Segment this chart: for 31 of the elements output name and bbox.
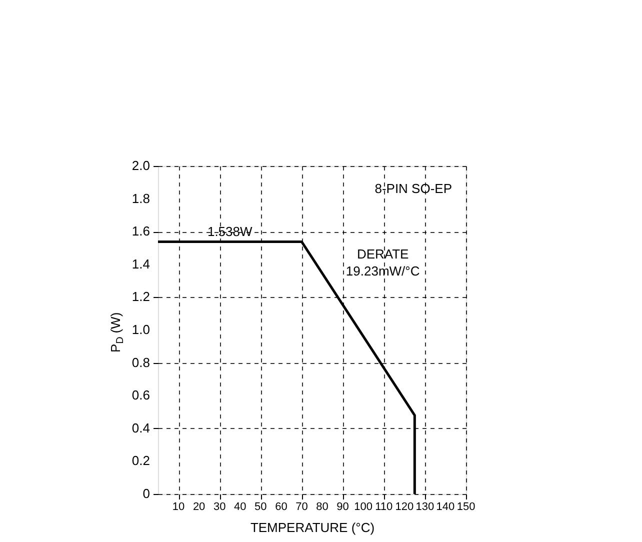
y-tick-label: 0.8 — [132, 354, 150, 370]
x-tick-label: 120 — [395, 501, 414, 513]
y-tick-label: 0.4 — [132, 420, 150, 436]
x-tick-label: 40 — [234, 501, 246, 513]
x-tick-label: 80 — [316, 501, 328, 513]
annotation: 1.538W — [207, 224, 253, 239]
y-tick-label: 0.6 — [132, 388, 150, 403]
annotation: DERATE 19.23mW/°C — [346, 246, 420, 279]
y-tick-label: 1.6 — [132, 224, 150, 239]
annotation: 8-PIN SO-EP — [374, 180, 452, 196]
x-tick-label: 60 — [275, 501, 288, 513]
y-tick-label: 0 — [142, 486, 150, 501]
y-tick-label: 0.2 — [132, 453, 150, 468]
x-tick-label: 30 — [213, 501, 226, 513]
x-tick-label: 130 — [416, 501, 434, 513]
x-tick-label: 140 — [436, 501, 455, 513]
x-tick-label: 150 — [456, 501, 476, 513]
y-tick-label: 1.2 — [132, 289, 150, 304]
y-tick-label: 1.0 — [132, 322, 150, 337]
x-tick-label: 70 — [296, 501, 308, 513]
x-tick-label: 20 — [192, 501, 206, 513]
y-tick-label: 2.0 — [132, 158, 150, 173]
x-tick-label: 50 — [254, 501, 267, 513]
y-axis-title: PD (W) — [108, 312, 126, 352]
y-tick-label: 1.8 — [132, 190, 150, 206]
x-tick-label: 10 — [172, 501, 185, 513]
x-tick-label: 90 — [336, 501, 349, 513]
y-tick-label: 1.4 — [132, 256, 150, 272]
x-tick-label: 100 — [354, 501, 373, 513]
x-tick-label: 110 — [375, 501, 393, 513]
x-axis-title: TEMPERATURE (°C) — [250, 520, 375, 535]
